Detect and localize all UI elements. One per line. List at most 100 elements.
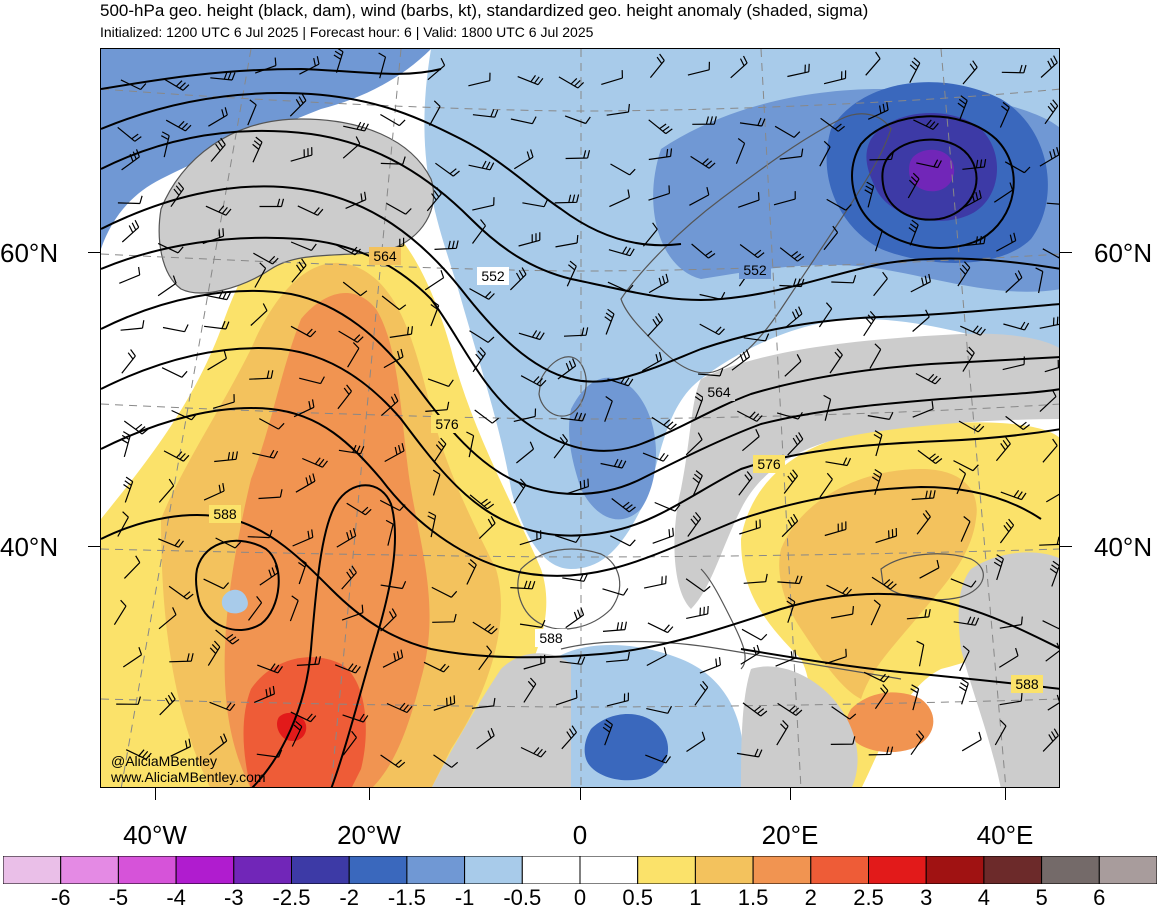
- wind-barb: [602, 588, 629, 596]
- label-bg-588-b: [535, 629, 567, 647]
- wind-barb: [645, 754, 671, 764]
- colorbar-label: 0.5: [622, 885, 653, 910]
- contour-label-588-a: 588: [213, 506, 237, 522]
- wind-barb: [996, 232, 1017, 252]
- wind-barb: [818, 302, 833, 328]
- wind-barb: [123, 420, 149, 435]
- wind-barb: [157, 275, 177, 297]
- wind-barb: [607, 376, 634, 387]
- wind-barb: [961, 731, 982, 752]
- wind-barb: [999, 616, 1023, 629]
- wind-barb: [205, 290, 232, 301]
- lon-label-40w: 40°W: [123, 820, 187, 850]
- parallel-70n: [101, 88, 1059, 112]
- wind-barb: [254, 57, 277, 74]
- wind-barb: [291, 258, 307, 283]
- meridian-20w: [330, 49, 402, 787]
- wind-barb: [343, 121, 369, 132]
- wind-barb: [472, 621, 498, 635]
- wind-barb: [424, 270, 445, 291]
- wind-barb: [379, 499, 406, 512]
- wind-barb: [207, 350, 227, 371]
- tick-bottom-20w: [369, 788, 370, 800]
- wind-barb: [731, 349, 751, 371]
- wind-barb: [642, 452, 669, 462]
- wind-barb: [781, 513, 799, 538]
- wind-barb: [777, 575, 803, 585]
- contour-label-588-c: 588: [1015, 676, 1039, 692]
- contour-label-564-b: 564: [707, 384, 731, 400]
- wind-barb: [649, 53, 665, 78]
- wind-barb: [910, 684, 920, 711]
- wind-barb: [378, 52, 387, 79]
- wind-barb: [875, 527, 898, 544]
- wind-barb: [298, 558, 307, 585]
- wind-barb: [555, 689, 578, 706]
- wind-barb: [380, 754, 406, 768]
- wind-barb: [214, 451, 238, 463]
- wind-barb: [291, 720, 303, 747]
- wind-barb: [738, 471, 753, 496]
- wind-barb: [386, 202, 412, 215]
- wind-barb: [907, 172, 920, 199]
- wind-barb: [559, 656, 586, 665]
- wind-barb: [557, 358, 577, 380]
- wind-barb: [958, 678, 969, 705]
- wind-barb: [1046, 202, 1059, 205]
- colorbar-label: 0: [573, 885, 587, 910]
- coast-iberia: [517, 548, 621, 630]
- wind-barb: [694, 680, 709, 706]
- wind-barb: [259, 418, 285, 430]
- wind-barb: [380, 580, 407, 590]
- anomaly-neg-3: [909, 149, 955, 192]
- contour-label-576-b: 576: [757, 456, 781, 472]
- wind-barb: [158, 478, 175, 503]
- colorbar-swatch: [291, 856, 350, 884]
- wind-barb: [738, 192, 760, 208]
- wind-barb: [169, 653, 194, 663]
- wind-barb: [469, 330, 495, 343]
- wind-barb: [116, 696, 141, 705]
- colorbar-label: 4: [977, 885, 991, 910]
- wind-barb: [819, 140, 831, 167]
- wind-barb: [476, 727, 495, 750]
- wind-barb: [1001, 64, 1027, 74]
- wind-barb: [165, 119, 192, 132]
- wind-barb: [1004, 161, 1031, 174]
- wind-barb: [647, 313, 664, 337]
- anomaly-neg-2-med: [584, 714, 669, 781]
- wind-barb: [739, 519, 761, 535]
- wind-barb: [953, 616, 980, 626]
- wind-barb: [212, 394, 235, 409]
- wind-barb: [960, 516, 971, 542]
- wind-barb: [335, 244, 361, 256]
- lon-label-0: 0: [572, 820, 588, 850]
- wind-barb: [699, 323, 725, 336]
- wind-barb: [342, 713, 369, 723]
- land-greenland: [159, 119, 434, 293]
- wind-barb: [643, 575, 667, 589]
- wind-barb: [433, 437, 447, 463]
- label-bg-564-a: [369, 247, 401, 265]
- wind-barb: [1042, 438, 1058, 463]
- label-bg-564-b: [703, 383, 735, 401]
- wind-barb: [600, 458, 627, 469]
- wind-barb: [383, 348, 404, 369]
- wind-barb: [735, 138, 746, 164]
- wind-barb: [787, 432, 804, 456]
- wind-barb: [562, 573, 588, 582]
- contour-label-564-a: 564: [373, 248, 397, 264]
- wind-barb: [609, 189, 630, 208]
- wind-barb: [689, 186, 710, 206]
- wind-barb: [1039, 147, 1059, 167]
- wind-barb: [917, 449, 943, 464]
- wind-barb: [469, 494, 495, 510]
- contour-576: [101, 347, 1059, 537]
- wind-barb: [435, 162, 460, 177]
- wind-barb: [1049, 560, 1059, 587]
- wind-barb: [699, 291, 726, 300]
- lon-label-20w: 20°W: [337, 820, 401, 850]
- wind-barb: [434, 240, 459, 250]
- wind-barb: [333, 49, 344, 73]
- wind-barb: [121, 219, 140, 243]
